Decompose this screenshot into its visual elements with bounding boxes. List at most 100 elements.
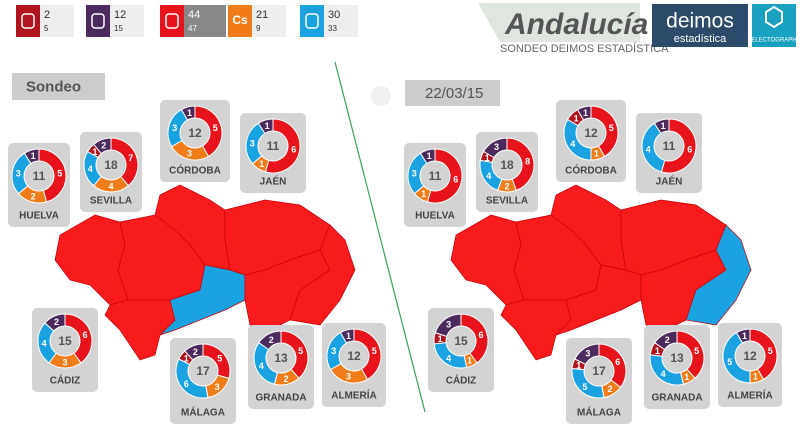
donut-center xyxy=(267,344,295,372)
seat-label: 1 xyxy=(265,121,270,131)
seat-segment xyxy=(257,118,274,135)
donut-center xyxy=(577,119,605,147)
donut-center xyxy=(25,162,53,190)
province-total: 12 xyxy=(743,349,757,363)
legend-icon xyxy=(160,5,184,37)
province-name: ALMERÍA xyxy=(331,389,377,402)
province-name: ALMERÍA xyxy=(727,389,773,402)
province xyxy=(159,264,246,336)
seat-label: 5 xyxy=(57,168,62,178)
donut-center xyxy=(585,357,613,385)
seat-label: 3 xyxy=(187,149,192,159)
seat-label: 1 xyxy=(684,372,689,382)
province-total: 17 xyxy=(592,364,606,378)
province-total: 13 xyxy=(274,351,288,365)
province xyxy=(500,299,572,361)
province xyxy=(555,264,642,336)
logo-text: deimos xyxy=(666,10,734,33)
seat-segment xyxy=(180,105,196,121)
seat-label: 1 xyxy=(187,108,192,118)
logo-icon xyxy=(765,5,783,29)
seat-segment xyxy=(506,137,535,192)
legend-value: 12 xyxy=(114,9,126,21)
donut-center xyxy=(97,151,125,179)
legend-value: 5 xyxy=(44,24,49,33)
province xyxy=(289,224,356,326)
seat-label: 2 xyxy=(101,141,106,151)
panel-title: 22/03/15 xyxy=(425,85,483,102)
seat-segment xyxy=(44,313,66,332)
seat-label: 3 xyxy=(585,349,590,359)
seat-label: 6 xyxy=(615,357,620,367)
seat-label: 3 xyxy=(412,168,417,178)
seat-label: 3 xyxy=(62,357,67,367)
province-total: 17 xyxy=(196,364,210,378)
donut-center xyxy=(181,119,209,147)
seat-label: 1 xyxy=(742,331,747,341)
logo-box xyxy=(652,4,748,47)
seat-label: 6 xyxy=(478,330,483,340)
seat-label: 4 xyxy=(661,369,666,379)
logo-subtext: estadística xyxy=(674,33,727,45)
province-name: MÁLAGA xyxy=(181,406,225,419)
seat-label: 5 xyxy=(768,346,773,356)
seat-label: 1 xyxy=(467,356,472,366)
seat-label: 3 xyxy=(494,142,499,152)
province-total: 15 xyxy=(58,334,72,348)
seat-label: 2 xyxy=(665,335,670,345)
seat-label: 1 xyxy=(753,372,758,382)
province-name: SEVILLA xyxy=(90,196,132,207)
seat-label: 6 xyxy=(687,144,692,154)
donut-center xyxy=(663,344,691,372)
seat-segment xyxy=(653,118,670,135)
seat-label: 1 xyxy=(576,361,581,371)
seat-label: 2 xyxy=(54,317,59,327)
province xyxy=(685,224,752,326)
province-name: CÓRDOBA xyxy=(565,164,617,177)
province xyxy=(104,299,176,361)
legend-value: 2 xyxy=(44,9,50,21)
panel-title-box xyxy=(12,73,105,100)
seat-segment xyxy=(258,330,282,351)
seat-segment xyxy=(654,330,678,351)
seat-segment xyxy=(23,148,40,165)
province-total: 12 xyxy=(188,126,202,140)
province-total: 12 xyxy=(584,126,598,140)
seat-label: 1 xyxy=(259,159,264,169)
province-name: CÁDIZ xyxy=(50,374,81,387)
seat-label: 5 xyxy=(372,346,377,356)
decoration xyxy=(371,86,391,106)
seat-segment xyxy=(184,343,204,361)
donut-center xyxy=(51,327,79,355)
seat-label: 3 xyxy=(446,319,451,329)
legend-logo xyxy=(91,13,105,29)
donut-center xyxy=(493,151,521,179)
seat-label: 1 xyxy=(421,189,426,199)
legend-logo xyxy=(21,13,35,29)
seat-label: 1 xyxy=(594,149,599,159)
brand-backdrop xyxy=(478,3,640,42)
seat-label: 6 xyxy=(184,379,189,389)
province-name: HUELVA xyxy=(19,211,59,222)
province xyxy=(450,214,525,306)
seat-label: 2 xyxy=(269,335,274,345)
seat-label: 4 xyxy=(570,139,575,149)
donut-center xyxy=(421,162,449,190)
seat-segment xyxy=(574,343,600,365)
seat-segment xyxy=(426,148,463,204)
seat-segment xyxy=(339,328,355,344)
seat-label: 1 xyxy=(574,114,579,124)
province-total: 11 xyxy=(663,139,676,153)
seat-label: 1 xyxy=(655,346,660,356)
seat-label: 2 xyxy=(193,347,198,357)
panel-title-box xyxy=(405,80,500,106)
seat-label: 3 xyxy=(250,138,255,148)
divider xyxy=(334,61,426,413)
seat-label: 5 xyxy=(217,354,222,364)
seat-label: 4 xyxy=(259,361,264,371)
seat-label: 7 xyxy=(128,153,133,163)
seat-label: 4 xyxy=(486,171,491,181)
brand-subtitle: SONDEO DEIMOS ESTADÍSTICA xyxy=(500,42,669,55)
seat-segment xyxy=(735,328,751,344)
